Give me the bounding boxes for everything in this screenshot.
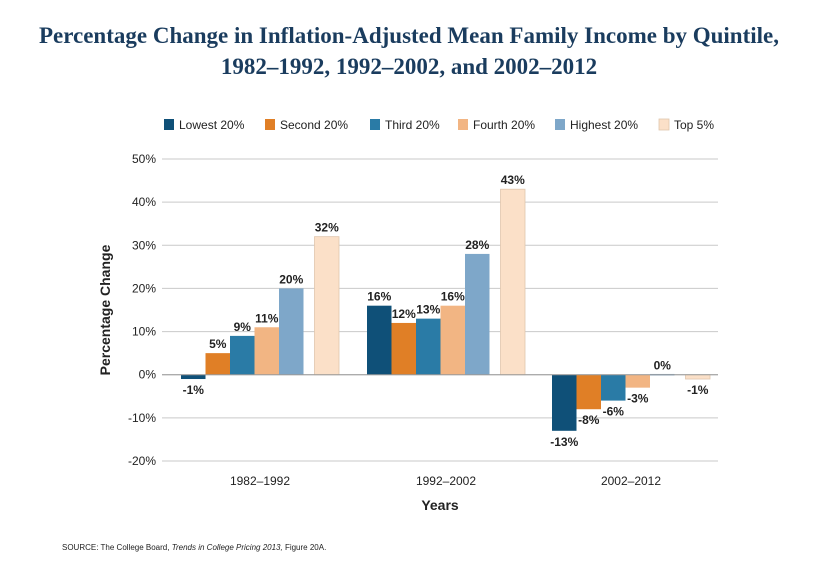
legend-label: Top 5% (674, 118, 714, 132)
bar (500, 188, 526, 376)
x-tick-label: 1992–2002 (416, 474, 476, 488)
data-label: 32% (315, 221, 339, 235)
y-tick-label: 10% (132, 325, 156, 339)
bar (685, 374, 711, 380)
legend-label: Fourth 20% (473, 118, 535, 132)
bar (314, 236, 340, 376)
data-label: 0% (654, 359, 672, 373)
source-publication: Trends in College Pricing 2013, (171, 543, 283, 552)
bar (576, 374, 601, 410)
legend-swatch (265, 119, 275, 130)
x-tick-label: 1982–1992 (230, 474, 290, 488)
data-label: 20% (279, 272, 303, 286)
y-tick-label: 30% (132, 238, 156, 252)
data-label: 13% (416, 303, 440, 317)
data-label: 43% (501, 173, 525, 187)
bar (254, 327, 279, 375)
data-label: 9% (234, 320, 252, 334)
chart-title-line-2: 1982–1992, 1992–2002, and 2002–2012 (220, 54, 598, 79)
data-label: -1% (687, 383, 709, 397)
bar (465, 253, 490, 375)
data-label: -1% (183, 383, 205, 397)
data-label: 28% (465, 238, 489, 252)
x-tick-label: 2002–2012 (601, 474, 661, 488)
data-label: 5% (209, 337, 227, 351)
data-label: -8% (578, 413, 600, 427)
x-axis-label: Years (421, 497, 459, 513)
bar (181, 374, 206, 380)
data-label: -13% (550, 435, 578, 449)
y-tick-label: 0% (139, 368, 157, 382)
y-tick-label: 50% (132, 152, 156, 166)
bar (552, 374, 577, 431)
chart-title-line-1: Percentage Change in Inflation-Adjusted … (38, 23, 780, 48)
legend-label: Third 20% (385, 118, 440, 132)
data-label: 12% (392, 307, 416, 321)
bar (279, 288, 304, 375)
bar (205, 353, 230, 375)
bar (440, 305, 465, 375)
bar (367, 305, 392, 375)
chart-title: Percentage Change in Inflation-Adjusted … (0, 20, 818, 82)
legend-label: Highest 20% (570, 118, 638, 132)
legend-label: Lowest 20% (179, 118, 245, 132)
data-label: -3% (627, 392, 649, 406)
legend-swatch (370, 119, 380, 130)
bar (230, 335, 255, 375)
source-prefix: SOURCE: The College Board, (62, 543, 172, 552)
legend-label: Second 20% (280, 118, 348, 132)
data-label: 11% (255, 311, 279, 325)
bar (416, 318, 441, 375)
bar (391, 322, 416, 375)
legend-swatch (458, 119, 468, 130)
source-note: SOURCE: The College Board, Trends in Col… (62, 543, 326, 552)
y-tick-label: -10% (128, 411, 156, 425)
legend-swatch (164, 119, 174, 130)
y-tick-label: -20% (128, 454, 156, 468)
y-tick-label: 40% (132, 195, 156, 209)
source-suffix: Figure 20A. (282, 543, 327, 552)
y-tick-label: 20% (132, 281, 156, 295)
data-label: 16% (367, 290, 391, 304)
data-label: -6% (603, 405, 625, 419)
data-label: 16% (441, 290, 465, 304)
legend-swatch (555, 119, 565, 130)
legend-swatch (658, 118, 670, 131)
bar (601, 374, 626, 401)
bar (625, 374, 650, 388)
y-axis-label: Percentage Change (97, 244, 113, 375)
